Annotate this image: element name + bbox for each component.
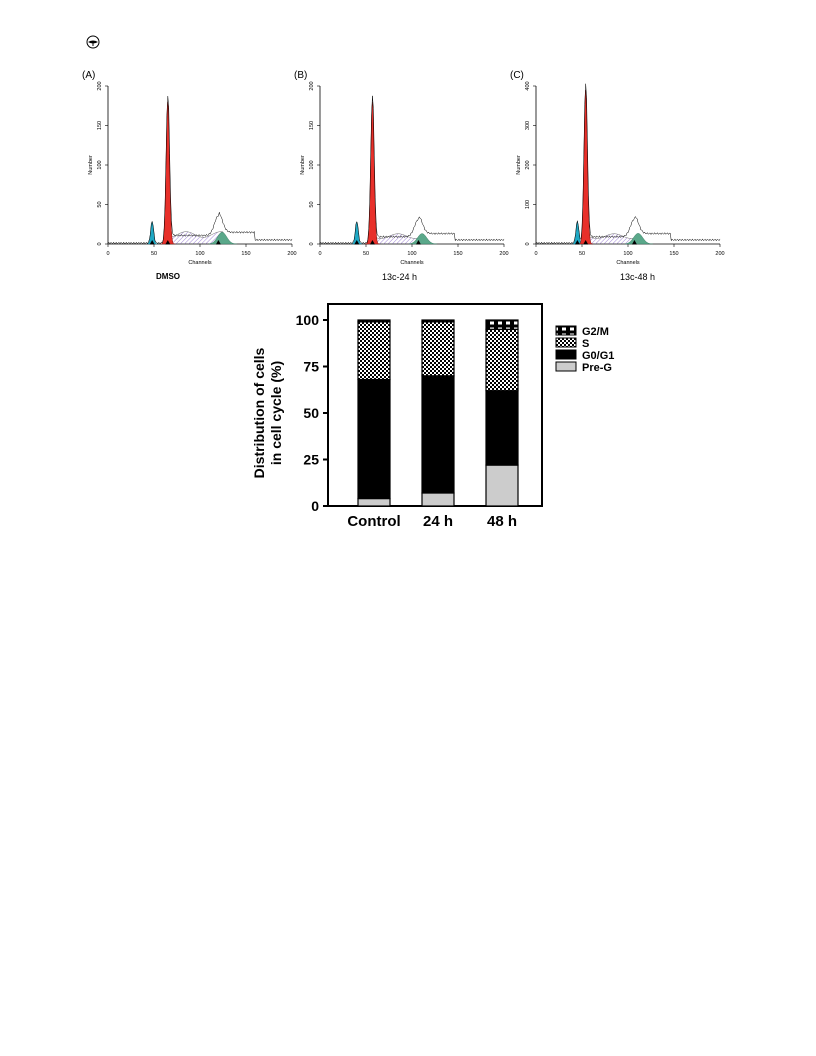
y-tick-label: 50 bbox=[303, 405, 319, 421]
histogram-outline bbox=[535, 83, 721, 245]
cell-cycle-stacked-bar-chart: 0 25 50 75 100 Distribution of cells in cell c… bbox=[248, 296, 628, 530]
x-tick-label: 100 bbox=[407, 251, 416, 257]
peak-marker bbox=[149, 240, 155, 245]
y-tick-label: 50 bbox=[97, 201, 103, 207]
g0g1-peak bbox=[578, 89, 594, 245]
y-tick-label: 0 bbox=[97, 242, 103, 245]
y-tick-label: 0 bbox=[525, 242, 531, 245]
stacked-bar-plot: 0 25 50 75 100 Distribution of cells in cell c… bbox=[251, 303, 614, 530]
histogram-plot: 0 50 100 150 200 0 50 100 150 200 Channels Number bbox=[88, 81, 297, 266]
y-tick-label: 75 bbox=[303, 359, 319, 375]
peak-marker bbox=[354, 240, 360, 245]
bar-segment bbox=[357, 319, 391, 323]
peak-marker bbox=[583, 240, 589, 245]
y-tick-label: 300 bbox=[525, 121, 531, 130]
peak-marker bbox=[574, 240, 580, 245]
x-tick-label: 150 bbox=[241, 251, 250, 257]
publisher-seal-icon bbox=[86, 35, 100, 49]
x-tick-label: 150 bbox=[453, 251, 462, 257]
panel-letter: (B) bbox=[294, 70, 308, 81]
legend-swatch bbox=[555, 325, 577, 336]
y-tick-label: 100 bbox=[296, 312, 320, 328]
y-tick-label: 200 bbox=[97, 81, 103, 90]
y-tick-label: 25 bbox=[303, 452, 319, 468]
x-tick-label: 0 bbox=[534, 251, 537, 257]
y-tick-label: 100 bbox=[97, 160, 103, 169]
bar-segment bbox=[421, 319, 455, 323]
legend-label: Pre-G bbox=[582, 362, 612, 374]
bar-segment bbox=[357, 497, 391, 507]
x-tick-label: 200 bbox=[715, 251, 724, 257]
y-axis-label: Distribution of cells bbox=[251, 347, 267, 478]
y-tick-label: 100 bbox=[309, 160, 315, 169]
g2m-peak bbox=[209, 231, 237, 245]
bar-segment bbox=[421, 375, 455, 494]
x-tick-label: 100 bbox=[623, 251, 632, 257]
y-tick-label: 150 bbox=[309, 121, 315, 130]
peak-marker bbox=[631, 240, 637, 245]
g0g1-peak bbox=[160, 101, 176, 245]
peak-marker bbox=[369, 240, 375, 245]
panel-letter: (C) bbox=[510, 70, 524, 81]
bar-segment bbox=[357, 321, 391, 381]
legend-swatch bbox=[555, 349, 577, 360]
panel-caption: DMSO bbox=[156, 272, 180, 281]
flow-histogram-c: 0 50 100 150 200 0 100 200 300 400 Channels Number … bbox=[508, 68, 728, 288]
bar-segment bbox=[485, 464, 519, 507]
bar-segment bbox=[421, 321, 455, 377]
panel-letter: (A) bbox=[82, 70, 96, 81]
y-tick-label: 400 bbox=[525, 81, 531, 90]
panel-caption: 13c-48 h bbox=[620, 272, 656, 282]
x-axis-label: Channels bbox=[616, 260, 639, 266]
y-axis-label: Number bbox=[88, 155, 94, 175]
peak-marker bbox=[415, 240, 421, 245]
histogram-outline bbox=[319, 95, 505, 245]
x-tick-label: 50 bbox=[363, 251, 369, 257]
histogram-plot: 0 50 100 150 200 0 100 200 300 400 Channels Number bbox=[516, 81, 725, 266]
bar-segment bbox=[485, 390, 519, 466]
bar-segment bbox=[485, 319, 519, 330]
flow-histogram-b: 0 50 100 150 200 0 50 100 150 200 Channels Number (… bbox=[292, 68, 512, 288]
y-axis-label: Number bbox=[516, 155, 522, 175]
histogram-plot: 0 50 100 150 200 0 50 100 150 200 Channels Number bbox=[300, 81, 509, 266]
y-tick-label: 50 bbox=[309, 201, 315, 207]
x-axis-label: Channels bbox=[400, 260, 423, 266]
legend-label: G0/G1 bbox=[582, 350, 614, 362]
x-tick-label: 150 bbox=[669, 251, 678, 257]
g2m-peak bbox=[625, 233, 654, 245]
g2m-peak bbox=[409, 233, 438, 245]
legend-swatch bbox=[555, 361, 577, 372]
x-tick-label: 0 bbox=[106, 251, 109, 257]
x-tick-label: 200 bbox=[287, 251, 296, 257]
y-axis-label: Number bbox=[300, 155, 306, 175]
y-tick-label: 100 bbox=[525, 200, 531, 209]
bar-segment bbox=[485, 328, 519, 392]
g0g1-peak bbox=[364, 101, 381, 245]
category-label: 48 h bbox=[487, 513, 517, 530]
x-tick-label: 200 bbox=[499, 251, 508, 257]
peak-marker bbox=[165, 240, 171, 245]
flow-histogram-a: 0 50 100 150 200 0 50 100 150 200 Channels Number (… bbox=[80, 68, 300, 288]
x-tick-label: 0 bbox=[318, 251, 321, 257]
panel-caption: 13c-24 h bbox=[382, 272, 418, 282]
y-tick-label: 0 bbox=[309, 242, 315, 245]
x-tick-label: 50 bbox=[579, 251, 585, 257]
legend-label: G2/M bbox=[582, 326, 609, 338]
y-tick-label: 200 bbox=[309, 81, 315, 90]
y-axis-label: in cell cycle (%) bbox=[268, 361, 284, 465]
legend-label: S bbox=[582, 338, 589, 350]
y-tick-label: 200 bbox=[525, 160, 531, 169]
peak-marker bbox=[215, 240, 221, 245]
bar-segment bbox=[357, 378, 391, 500]
x-axis-label: Channels bbox=[188, 260, 211, 266]
legend-swatch bbox=[555, 337, 577, 348]
category-label: Control bbox=[347, 513, 400, 530]
bar-segment bbox=[421, 492, 455, 507]
x-tick-label: 50 bbox=[151, 251, 157, 257]
y-tick-label: 150 bbox=[97, 121, 103, 130]
y-tick-label: 0 bbox=[311, 498, 319, 514]
histogram-outline bbox=[107, 96, 293, 245]
category-label: 24 h bbox=[423, 513, 453, 530]
x-tick-label: 100 bbox=[195, 251, 204, 257]
